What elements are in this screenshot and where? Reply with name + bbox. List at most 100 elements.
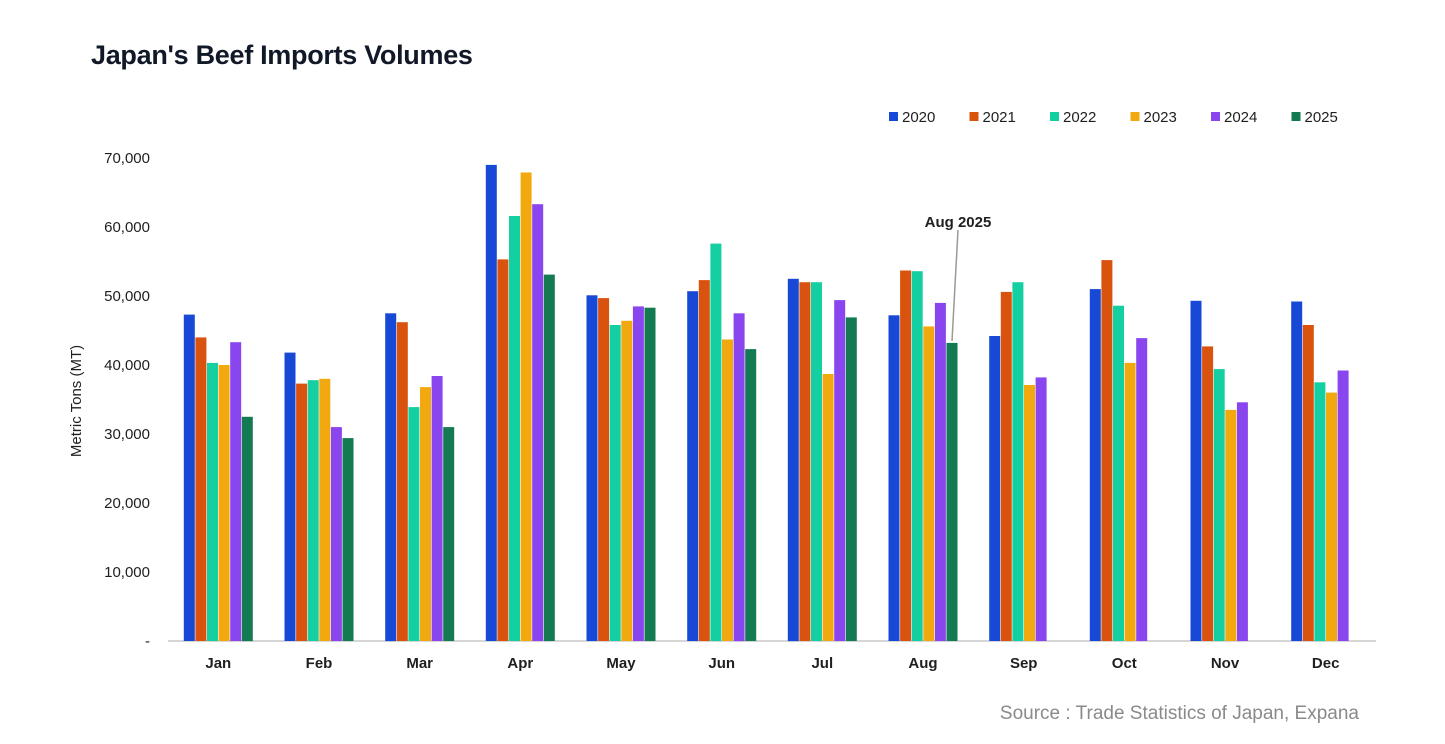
y-axis-ticks: - 10,000 20,000 30,000 40,000 50,000 60,000 70,… [104, 150, 150, 650]
bar-2024-mar [431, 376, 443, 641]
x-tick-label: Feb [306, 655, 333, 672]
bar-2025-apr [543, 274, 555, 641]
x-tick-label: May [606, 655, 636, 672]
bar-2024-jul [834, 300, 846, 641]
legend-swatch-2024 [1211, 112, 1220, 121]
source-note: Source : Trade Statistics of Japan, Expa… [999, 703, 1359, 724]
bar-2020-jun [687, 291, 699, 641]
bar-2022-aug [911, 271, 923, 641]
bar-2024-jun [733, 313, 745, 642]
bar-2021-may [598, 298, 610, 641]
bar-2025-jan [241, 416, 253, 642]
bar-2024-jan [230, 342, 242, 641]
bar-2022-apr [509, 216, 520, 641]
bar-2023-sep [1024, 385, 1035, 641]
bar-2024-dec [1337, 370, 1349, 641]
bar-2020-nov [1190, 300, 1202, 641]
bar-2021-sep [1000, 291, 1012, 641]
bar-2021-mar [396, 322, 408, 641]
x-tick-label: Mar [406, 655, 433, 672]
bar-2025-mar [443, 427, 455, 641]
bar-2022-mar [408, 407, 420, 641]
bar-2020-jul [787, 278, 799, 642]
bar-2024-nov [1236, 402, 1248, 641]
x-tick-label: Jul [811, 655, 833, 672]
legend-label-2021: 2021 [983, 109, 1016, 126]
bar-2023-oct [1124, 362, 1136, 641]
legend-swatch-2025 [1291, 112, 1301, 121]
legend-swatch-2021 [969, 112, 979, 121]
bar-2024-oct [1136, 338, 1148, 641]
bar-2020-feb [284, 352, 296, 641]
bar-2025-may [644, 307, 656, 641]
x-tick-label: Jun [708, 655, 735, 672]
y-tick-label: 70,000 [104, 150, 150, 167]
legend-swatch-2023 [1130, 112, 1140, 121]
bar-2021-dec [1302, 325, 1314, 641]
bar-2021-jan [195, 337, 207, 641]
y-axis-label: Metric Tons (MT) [68, 345, 85, 457]
x-tick-label: Sep [1010, 655, 1038, 672]
bar-2020-oct [1089, 289, 1101, 641]
bar-2022-sep [1012, 282, 1024, 641]
bar-2025-jul [845, 317, 857, 641]
y-axis-label-group: Metric Tons (MT) [68, 345, 85, 457]
bar-2024-apr [532, 204, 544, 641]
bar-2020-may [586, 295, 598, 641]
annotation-label: Aug 2025 [925, 214, 992, 231]
legend-label-2023: 2023 [1144, 109, 1177, 126]
bar-2020-jan [183, 314, 195, 641]
bar-2020-aug [888, 315, 900, 641]
bar-2023-jul [822, 374, 834, 641]
x-axis-labels: Jan Feb Mar Apr May Jun Jul Aug Sep Oct Nov Dec [205, 655, 1339, 672]
bar-2023-jan [218, 365, 230, 641]
legend-label-2025: 2025 [1305, 109, 1338, 126]
bar-2025-aug [946, 342, 958, 641]
bar-2022-nov [1213, 369, 1225, 641]
bar-2022-oct [1113, 305, 1124, 641]
legend-label-2022: 2022 [1063, 109, 1096, 126]
bar-2021-oct [1101, 260, 1113, 641]
annotation-leader-line [951, 229, 959, 341]
bar-2021-nov [1202, 346, 1214, 641]
x-tick-label: Aug [908, 655, 937, 672]
bar-2023-aug [923, 326, 935, 641]
bar-2022-dec [1314, 382, 1326, 642]
legend: 2020 2021 2022 2023 2024 2025 [889, 109, 1338, 126]
legend-swatch-2020 [889, 112, 898, 121]
y-tick-label: 20,000 [104, 495, 150, 512]
bar-2024-aug [934, 302, 946, 641]
bar-2022-jun [710, 243, 722, 641]
legend-swatch-2022 [1050, 112, 1059, 121]
bar-2023-mar [420, 387, 431, 641]
bar-2021-apr [497, 259, 509, 641]
bar-2020-apr [485, 164, 497, 641]
bar-2025-feb [342, 438, 354, 641]
bar-2023-dec [1326, 392, 1337, 641]
bar-2021-jul [799, 282, 811, 641]
bar-2025-jun [745, 349, 757, 641]
y-tick-label: 50,000 [104, 288, 150, 305]
bar-2023-feb [319, 378, 331, 641]
bar-2021-aug [900, 270, 912, 641]
x-tick-label: Nov [1211, 655, 1240, 672]
bar-2023-nov [1225, 409, 1237, 641]
x-tick-label: Apr [507, 655, 533, 672]
y-tick-label: - [145, 633, 150, 650]
x-tick-label: Oct [1112, 655, 1137, 672]
y-tick-label: 60,000 [104, 219, 150, 236]
bar-2020-mar [385, 313, 397, 642]
bar-2023-apr [520, 172, 532, 641]
y-tick-label: 10,000 [104, 564, 150, 581]
bar-2023-jun [722, 339, 733, 641]
bar-2022-jan [207, 362, 218, 641]
annotations: Aug 2025 [925, 214, 992, 341]
bar-2024-feb [330, 427, 342, 641]
x-tick-label: Dec [1312, 655, 1340, 672]
bar-2023-may [621, 320, 633, 641]
bar-2022-jul [811, 282, 822, 641]
x-tick-label: Jan [205, 655, 231, 672]
bar-2022-may [609, 325, 621, 641]
bars-group [183, 164, 1349, 642]
